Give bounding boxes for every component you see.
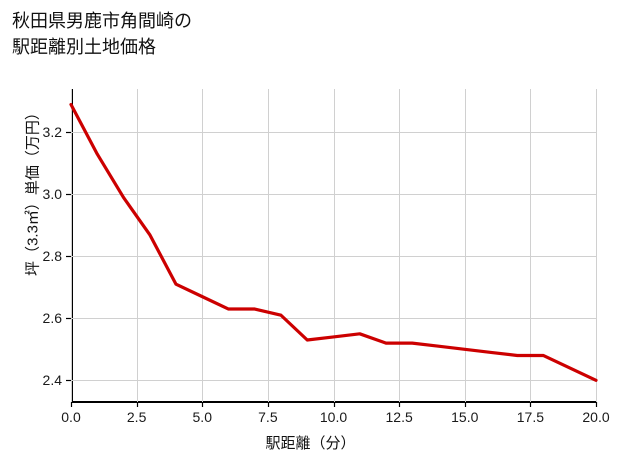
x-tick-label: 5.0: [192, 409, 212, 425]
x-tick-label: 20.0: [582, 409, 610, 425]
plot-area: [71, 89, 596, 402]
chart-title-line-1: 秋田県男鹿市角間崎の: [12, 11, 192, 31]
y-tick-label: 3.2: [42, 124, 62, 141]
x-axis-spine: [71, 401, 597, 403]
y-tick-label: 2.6: [42, 310, 62, 327]
y-tick-label: 2.8: [42, 248, 62, 265]
chart-title-line-2: 駅距離別土地価格: [12, 37, 156, 57]
x-tick-label: 17.5: [516, 409, 544, 425]
x-tick-label: 15.0: [451, 409, 479, 425]
x-tick-label: 10.0: [319, 409, 348, 425]
x-tick-label: 2.5: [126, 409, 147, 425]
page-title: 秋田県男鹿市角間崎の 駅距離別土地価格: [12, 8, 192, 60]
x-tick-label: 0.0: [61, 409, 81, 425]
x-axis-label: 駅距離（分）: [265, 435, 356, 452]
y-tick-label: 2.4: [42, 372, 62, 389]
x-tick-label: 7.5: [258, 409, 278, 425]
y-axis-spine: [71, 89, 73, 403]
y-axis-label: 坪（3.3㎡）単価（万円）: [24, 105, 42, 276]
y-tick-label: 3.0: [42, 186, 62, 203]
x-tick-label: 12.5: [385, 409, 413, 425]
